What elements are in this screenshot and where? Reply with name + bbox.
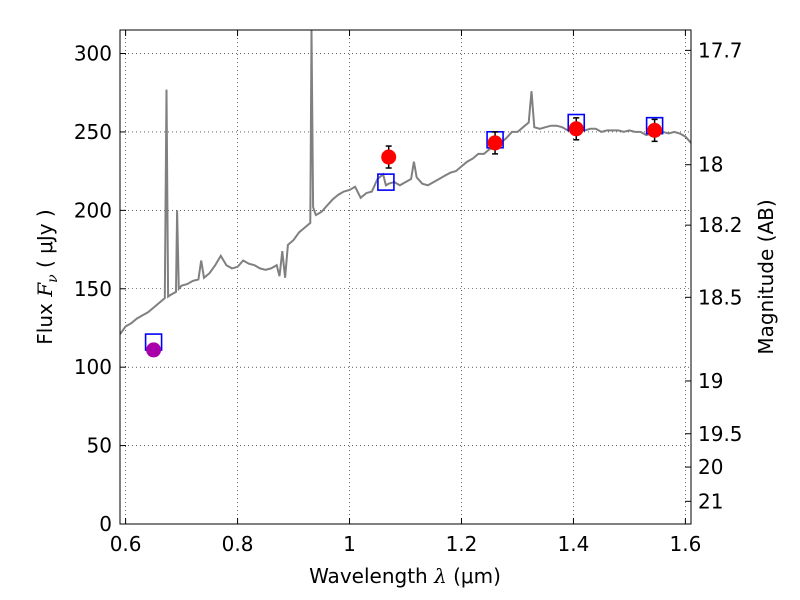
y-tick-label: 250 [74, 120, 112, 144]
right-tick-label: 20 [698, 455, 723, 479]
right-tick-label: 19.5 [698, 422, 743, 446]
y-tick-label: 200 [74, 198, 112, 222]
x-tick-label: 1.2 [446, 532, 478, 556]
x-tick-label: 0.6 [110, 532, 142, 556]
right-tick-label: 18.2 [698, 213, 743, 237]
right-tick-label: 18 [698, 153, 723, 177]
observed-point [487, 135, 503, 151]
data-markers [144, 113, 664, 358]
observed-point [146, 342, 162, 358]
right-axis-label: Magnitude (AB) [754, 199, 778, 354]
plot-frame [119, 29, 692, 525]
x-axis-label: Wavelength λ (μm) [309, 564, 501, 588]
observed-point [568, 121, 584, 137]
spectrum-line [120, 30, 691, 335]
y-tick-label: 100 [74, 355, 112, 379]
y-tick-label: 150 [74, 277, 112, 301]
right-tick-label: 17.7 [698, 38, 743, 62]
x-tick-label: 1 [343, 532, 356, 556]
right-tick-label: 21 [698, 489, 723, 513]
x-tick-label: 1.4 [558, 532, 590, 556]
y-axis-label: Flux Fν ( μJy ) [33, 209, 61, 344]
right-tick-label: 18.5 [698, 285, 743, 309]
observed-point [381, 149, 397, 165]
right-tick-label: 19 [698, 369, 723, 393]
x-tick-label: 0.8 [222, 532, 254, 556]
model-square-marker [377, 173, 395, 191]
observed-point [647, 122, 663, 138]
y-tick-label: 50 [87, 434, 112, 458]
axis-ticks: 0.6 0.8 1 1.2 1.4 1.6 0 50 100 150 200 250 300 17.7 18… [74, 30, 743, 556]
y-tick-label: 300 [74, 42, 112, 66]
x-tick-label: 1.6 [669, 532, 701, 556]
y-tick-label: 0 [99, 512, 112, 536]
